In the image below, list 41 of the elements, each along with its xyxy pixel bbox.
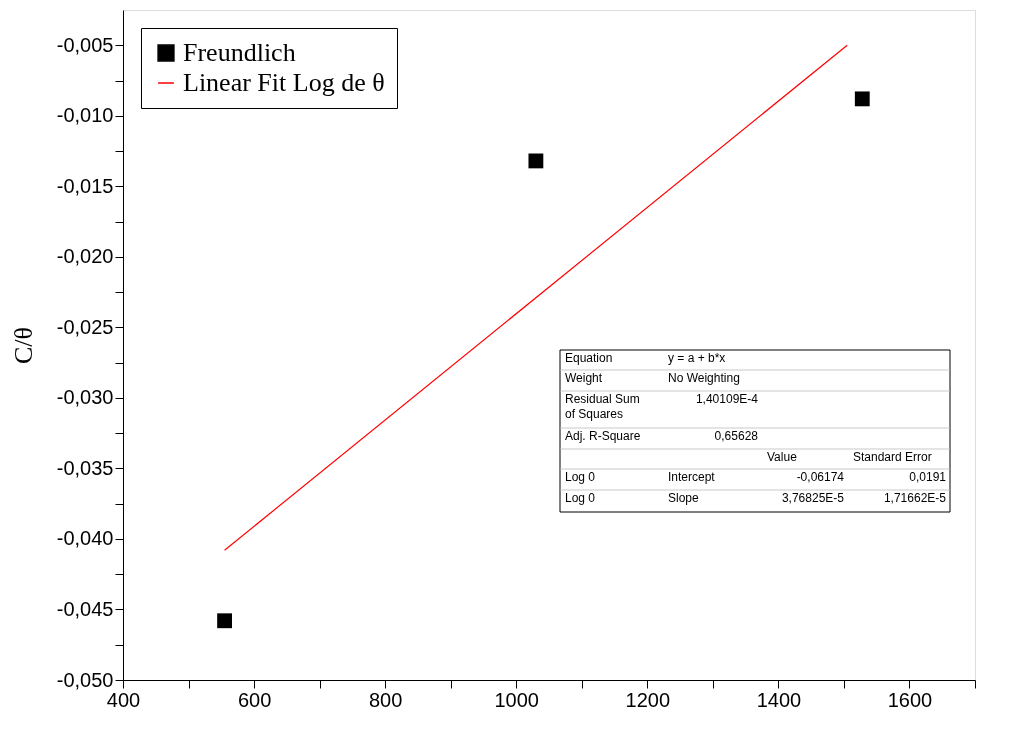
- annotation: 1,71662E-5: [883, 491, 947, 505]
- x-tick-label: 800: [368, 688, 403, 711]
- y-tick-label: -0,050: [56, 668, 114, 691]
- annotation: Equation: [565, 351, 613, 365]
- annotation: Residual Sum of Squares: [565, 392, 640, 421]
- annotation: No Weighting: [668, 371, 740, 385]
- annotation: Log 0: [565, 491, 596, 505]
- y-axis-title: C/θ: [8, 326, 38, 365]
- annotation: 3,76825E-5: [781, 491, 845, 505]
- annotation: Standard Error: [853, 450, 932, 464]
- y-tick-label: -0,015: [56, 174, 114, 197]
- annotation: 0,65628: [714, 429, 759, 443]
- y-tick-label: -0,025: [56, 315, 114, 338]
- y-tick-label: -0,040: [56, 527, 114, 550]
- x-tick-label: 1400: [756, 688, 802, 711]
- y-tick-label: -0,035: [56, 456, 114, 479]
- x-tick-label: 1000: [494, 688, 539, 711]
- annotation: 0,0191: [909, 470, 947, 484]
- y-tick-label: -0,030: [56, 386, 114, 409]
- y-tick-label: -0,045: [56, 597, 114, 620]
- point: [528, 153, 544, 169]
- x-tick-label: 400: [106, 688, 141, 711]
- annotation: Weight: [565, 371, 603, 385]
- x-tick-label: 1200: [625, 688, 671, 711]
- legend-label: Freundlich: [183, 38, 296, 67]
- y-tick-label: -0,020: [56, 245, 114, 268]
- point: [854, 91, 870, 107]
- annotation: Log 0: [565, 470, 596, 484]
- annotation: -0,06174: [796, 470, 845, 484]
- annotation: Intercept: [668, 470, 716, 484]
- annotation: 1,40109E-4: [695, 392, 759, 406]
- annotation: y = a + b*x: [668, 351, 726, 365]
- x-tick-label: 600: [237, 688, 272, 711]
- point: [217, 613, 232, 629]
- legend-label: Linear Fit Log de θ: [183, 68, 385, 97]
- x-tick-label: 1600: [887, 688, 933, 711]
- annotation: Slope: [668, 491, 700, 505]
- annotation: Adj. R-Square: [565, 429, 641, 443]
- y-tick-label: -0,005: [56, 33, 114, 56]
- annotation: Value: [767, 450, 798, 464]
- y-tick-label: -0,010: [56, 104, 114, 127]
